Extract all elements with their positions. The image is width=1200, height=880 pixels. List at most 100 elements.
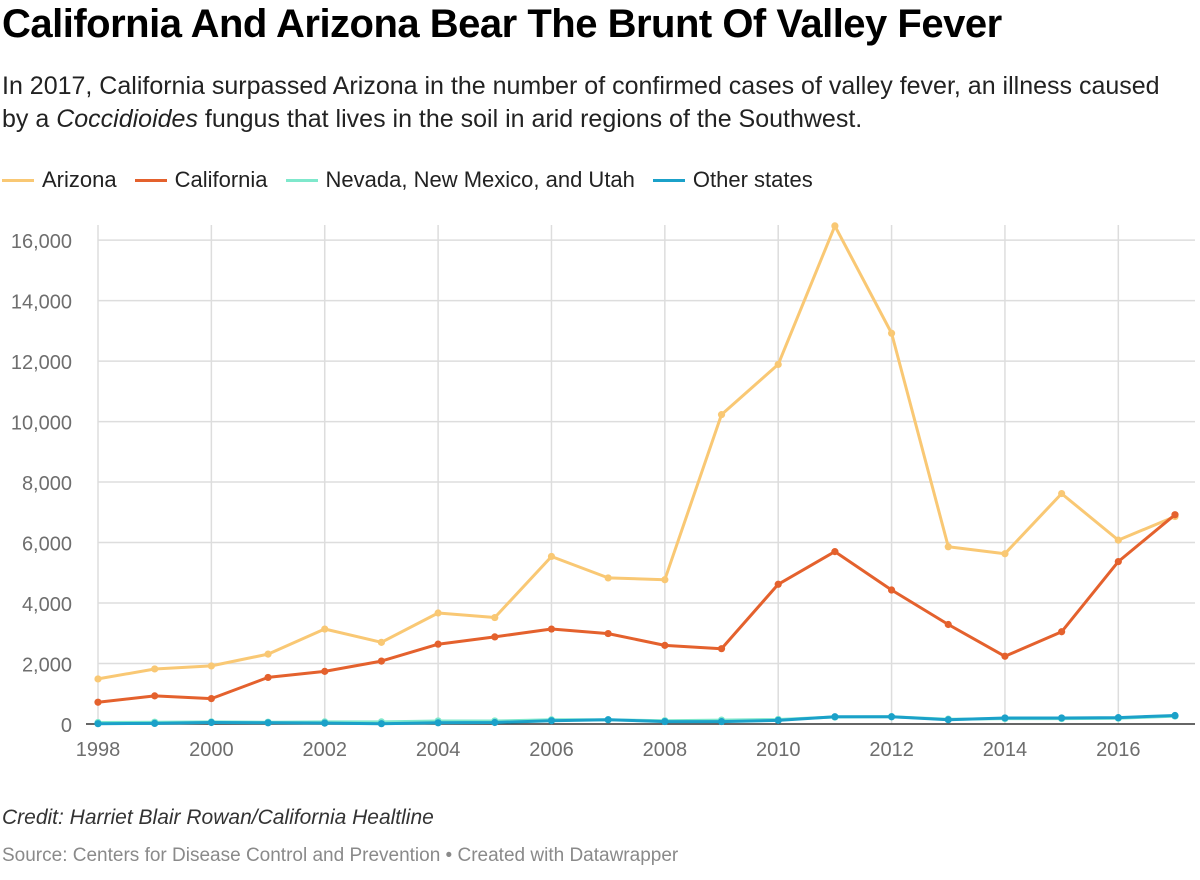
legend-swatch-california <box>134 178 167 182</box>
data-point-other-states <box>661 717 669 726</box>
data-point-other-states <box>94 720 102 728</box>
x-tick-label: 2006 <box>529 739 574 761</box>
data-point-arizona <box>661 576 669 584</box>
data-point-arizona <box>547 552 556 561</box>
y-tick-label: 12,000 <box>11 352 72 374</box>
data-point-other-states <box>717 717 726 726</box>
y-tick-label: 8,000 <box>22 473 72 495</box>
data-point-other-states <box>831 713 839 721</box>
data-point-california <box>831 548 839 556</box>
chart-subtitle: In 2017, California surpassed Arizona in… <box>2 70 1192 136</box>
source-text: Source: Centers for Disease Control and … <box>2 845 441 866</box>
data-point-california <box>491 633 499 641</box>
y-tick-label: 6,000 <box>22 534 72 556</box>
y-tick-label: 4,000 <box>22 594 72 616</box>
x-tick-label: 2008 <box>643 739 688 761</box>
data-point-other-states <box>434 719 442 727</box>
y-tick-label: 2,000 <box>22 655 72 677</box>
data-point-other-states <box>321 719 329 727</box>
legend-label-arizona: Arizona <box>42 167 117 192</box>
x-tick-label: 1998 <box>76 739 121 761</box>
x-tick-label: 2002 <box>302 739 347 761</box>
data-point-other-states <box>944 716 952 724</box>
data-point-arizona <box>887 329 896 337</box>
data-point-california <box>887 586 896 594</box>
data-point-california <box>547 625 556 633</box>
data-point-california <box>94 698 102 706</box>
data-point-california <box>1058 628 1066 636</box>
subtitle-text-1: In 2017, California surpassed Arizona in… <box>2 72 1160 133</box>
source-separator: • <box>440 845 458 866</box>
data-point-arizona <box>944 543 952 551</box>
series-line-california <box>96 513 1177 704</box>
data-point-other-states <box>1114 714 1122 722</box>
data-point-other-states <box>491 718 499 727</box>
data-point-other-states <box>264 719 272 727</box>
data-point-other-states <box>1058 714 1066 722</box>
legend-label-other-states: Other states <box>692 167 813 192</box>
x-tick-label: 2012 <box>869 739 914 761</box>
y-tick-label: 16,000 <box>11 231 72 253</box>
legend-label-nevada-new-mexico-utah: Nevada, New Mexico, and Utah <box>325 167 635 192</box>
data-point-other-states <box>1001 714 1009 722</box>
data-point-arizona <box>151 665 159 673</box>
y-tick-label: 14,000 <box>11 292 72 314</box>
series-line-other-states <box>96 714 1177 726</box>
data-point-other-states <box>774 716 782 724</box>
data-point-other-states <box>604 716 612 724</box>
legend-label-california: California <box>174 167 268 192</box>
data-point-california <box>151 692 159 700</box>
data-point-california <box>321 667 329 675</box>
data-point-arizona <box>434 609 442 617</box>
data-point-arizona <box>774 360 782 369</box>
data-point-california <box>604 629 612 638</box>
data-point-arizona <box>604 574 612 582</box>
data-point-california <box>264 673 272 682</box>
data-point-arizona <box>491 613 499 622</box>
data-point-arizona <box>207 662 215 670</box>
legend-item-arizona: Arizona <box>2 167 117 193</box>
data-point-arizona <box>264 650 272 658</box>
data-point-other-states <box>1171 711 1179 720</box>
x-tick-label: 2000 <box>189 739 234 761</box>
y-tick-label: 0 <box>61 715 72 737</box>
legend: Arizona California Nevada, New Mexico, a… <box>2 166 831 194</box>
data-point-arizona <box>377 638 386 646</box>
x-tick-label: 2016 <box>1096 739 1141 761</box>
data-point-california <box>1001 652 1009 660</box>
subtitle-italic: Coccidioides <box>56 105 198 133</box>
data-point-arizona <box>717 411 726 419</box>
legend-item-nevada-new-mexico-utah: Nevada, New Mexico, and Utah <box>285 167 635 193</box>
credit-line: Credit: Harriet Blair Rowan/California H… <box>2 806 434 829</box>
data-point-other-states <box>151 719 159 727</box>
data-point-other-states <box>547 717 556 725</box>
data-point-arizona <box>1001 550 1009 558</box>
data-point-other-states <box>207 718 215 727</box>
subtitle-text-2: fungus that lives in the soil in arid re… <box>197 105 863 133</box>
data-point-arizona <box>831 222 839 230</box>
chart-title: California And Arizona Bear The Brunt Of… <box>2 2 1002 46</box>
data-point-california <box>944 620 952 629</box>
data-point-other-states <box>887 713 896 721</box>
data-point-california <box>661 641 669 649</box>
x-tick-label: 2014 <box>983 739 1028 761</box>
source-line: Source: Centers for Disease Control and … <box>2 845 678 867</box>
data-point-other-states <box>377 720 386 728</box>
data-point-california <box>207 694 215 703</box>
x-tick-label: 2010 <box>756 739 801 761</box>
legend-item-other-states: Other states <box>652 167 813 193</box>
created-with: Created with Datawrapper <box>457 845 679 866</box>
legend-item-california: California <box>134 167 268 193</box>
data-point-california <box>377 657 386 665</box>
x-tick-label: 2004 <box>416 739 461 761</box>
data-point-arizona <box>1114 536 1122 544</box>
data-point-california <box>434 640 442 648</box>
y-tick-label: 10,000 <box>11 413 72 435</box>
data-point-arizona <box>94 675 102 683</box>
data-point-arizona <box>321 625 329 633</box>
data-point-california <box>774 580 782 588</box>
data-point-california <box>1114 557 1122 566</box>
legend-swatch-arizona <box>2 178 34 182</box>
data-point-california <box>1171 511 1179 519</box>
data-point-arizona <box>1058 489 1066 498</box>
